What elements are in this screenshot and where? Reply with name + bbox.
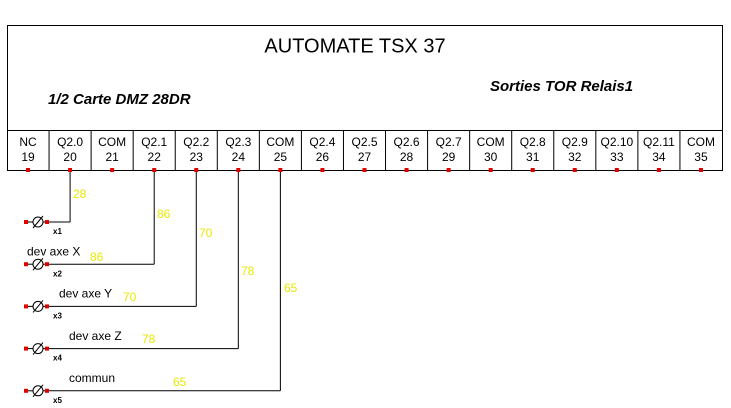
terminal-label: Q2.6: [394, 135, 420, 149]
terminal-label: NC: [19, 135, 37, 149]
terminal-label: COM: [98, 135, 126, 149]
connector-point: [45, 388, 49, 393]
terminal-point: [194, 168, 199, 172]
terminal-label: Q2.3: [225, 135, 251, 149]
terminal-label: Q2.4: [309, 135, 335, 149]
connector-slash: [32, 257, 44, 271]
connector-tag: x2: [53, 269, 62, 278]
terminal-label: Q2.8: [520, 135, 546, 149]
terminal-number: 20: [63, 150, 77, 164]
terminal-number: 24: [232, 150, 246, 164]
terminal-label: Q2.9: [562, 135, 588, 149]
terminal-number: 22: [148, 150, 162, 164]
terminal-number: 33: [610, 150, 624, 164]
connector-slash: [32, 300, 44, 313]
connector-tag: x4: [53, 354, 62, 363]
terminal-point: [362, 168, 367, 172]
connector-point: [24, 388, 28, 393]
terminal-point: [446, 168, 451, 172]
connector-point: [24, 262, 28, 267]
terminal-point: [572, 168, 577, 172]
terminal-label: COM: [266, 135, 294, 149]
connector-tag: x5: [53, 396, 62, 405]
connector-point: [45, 220, 49, 224]
connector-symbol: [32, 300, 44, 312]
device-label: dev axe X: [27, 244, 80, 258]
terminal-number: 32: [568, 150, 582, 164]
terminal-label: Q2.0: [57, 135, 83, 149]
terminal-number: 23: [190, 150, 204, 164]
connector-symbol: [32, 258, 44, 270]
title: AUTOMATE TSX 37: [264, 35, 445, 57]
terminal-point: [614, 168, 619, 172]
wire-number: 70: [123, 290, 137, 304]
terminal-label: Q2.7: [436, 135, 462, 149]
connector-slash: [32, 384, 44, 398]
terminal-point: [530, 168, 535, 172]
terminal-point: [110, 168, 115, 172]
device-label: dev axe Y: [59, 287, 112, 301]
connector-symbol: [32, 216, 44, 228]
wire-number: 28: [73, 187, 87, 201]
terminal-label: Q2.2: [183, 135, 209, 149]
terminal-number: 31: [526, 150, 540, 164]
terminal-number: 25: [274, 150, 288, 164]
connector-point: [45, 346, 49, 351]
terminal-number: 29: [442, 150, 456, 164]
terminal-label: COM: [687, 135, 715, 149]
terminal-label: Q2.5: [351, 135, 377, 149]
terminal-point: [404, 168, 409, 172]
terminal-label: Q2.10: [601, 135, 634, 149]
connector-tag: x1: [53, 227, 62, 236]
wire-number: 65: [284, 281, 298, 295]
terminal-number: 28: [400, 150, 414, 164]
connector-slash: [32, 215, 44, 229]
terminal-point: [278, 168, 283, 172]
terminal-number: 27: [358, 150, 372, 164]
wire-number: 70: [199, 226, 213, 240]
terminal-point: [656, 168, 661, 172]
wire-number: 65: [173, 375, 187, 389]
connector-tag: x3: [53, 312, 62, 321]
connector-slash: [32, 342, 44, 355]
terminal-point: [488, 168, 493, 172]
wire-number: 78: [241, 264, 255, 278]
connector-point: [24, 304, 28, 309]
terminal-point: [26, 168, 31, 172]
terminal-point: [236, 168, 241, 172]
terminal-number: 34: [652, 150, 666, 164]
terminal-number: 21: [105, 150, 119, 164]
wire-number: 78: [142, 332, 156, 346]
connector-symbol: [32, 343, 44, 355]
terminal-label: Q2.1: [141, 135, 167, 149]
connector-point: [45, 262, 49, 267]
wire-number: 86: [90, 250, 104, 264]
terminal-point: [320, 168, 325, 172]
terminal-point: [152, 168, 157, 172]
terminal-label: COM: [477, 135, 505, 149]
terminal-point: [68, 168, 73, 172]
connector-point: [45, 304, 49, 309]
connector-point: [24, 346, 28, 351]
card-label: 1/2 Carte DMZ 28DR: [48, 91, 191, 108]
terminal-number: 19: [21, 150, 35, 164]
wire-number: 86: [157, 207, 171, 221]
terminal-label: Q2.11: [643, 135, 675, 149]
terminal-point: [698, 168, 703, 172]
terminal-number: 26: [316, 150, 330, 164]
outputs-label: Sorties TOR Relais1: [490, 78, 633, 95]
device-label: commun: [69, 371, 115, 385]
terminal-number: 35: [694, 150, 708, 164]
device-label: dev axe Z: [69, 329, 122, 343]
connector-point: [24, 220, 28, 224]
terminal-number: 30: [484, 150, 498, 164]
connector-symbol: [32, 385, 44, 397]
